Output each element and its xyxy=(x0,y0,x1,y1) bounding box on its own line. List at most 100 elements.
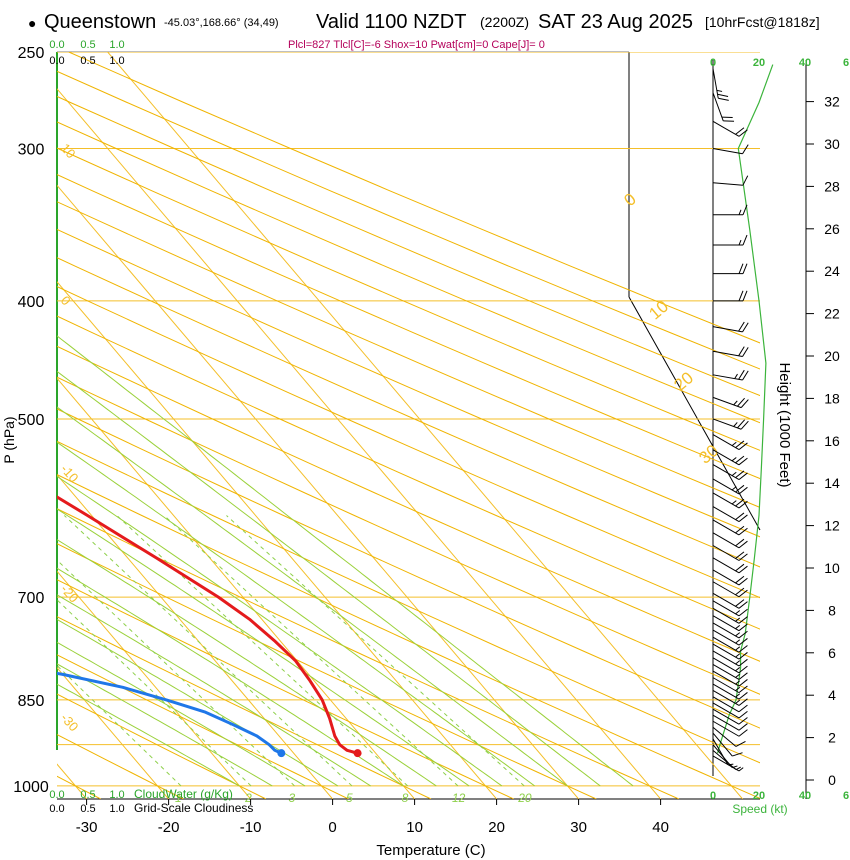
x-tick-label: 20 xyxy=(488,819,505,836)
wind-barb-staff xyxy=(712,600,740,617)
moist-adiabat-line xyxy=(57,641,306,787)
header-bullet: ● xyxy=(28,15,36,31)
speed-bottom-tick-label: 6 xyxy=(843,790,849,802)
wind-barb-feather xyxy=(742,234,748,246)
wind-barb-feather xyxy=(738,472,748,480)
wind-barb-feather xyxy=(735,484,745,493)
wind-barb-half-feather xyxy=(733,400,738,406)
moist-adiabat-line xyxy=(57,370,601,787)
wind-barb xyxy=(712,581,748,598)
header-forecast: [10hrFcst@1818z] xyxy=(705,14,820,30)
wind-barb xyxy=(712,592,748,609)
wind-barb-staff xyxy=(712,182,743,186)
height-tick-label: 30 xyxy=(824,136,840,152)
wind-barb-half-feather xyxy=(735,673,741,678)
dry-adiabat-line xyxy=(57,376,760,695)
y-tick-label: 400 xyxy=(18,294,45,311)
wind-barb-feather xyxy=(735,127,745,135)
wind-barb-half-feather xyxy=(735,693,741,698)
wind-barb-staff xyxy=(712,696,740,713)
cloudiness-label: Grid-Scale Cloudiness xyxy=(134,801,253,815)
wind-barb-feather xyxy=(738,665,748,674)
wind-barb-feather xyxy=(738,717,748,725)
dry-adiabat-line xyxy=(68,52,760,344)
wind-barb-staff xyxy=(712,449,740,466)
wind-barb-feather xyxy=(740,420,749,430)
wind-barb-feather xyxy=(738,321,745,332)
height-tick-label: 8 xyxy=(828,602,836,618)
dry-adiabat-line xyxy=(57,654,349,799)
wind-barb-half-feather xyxy=(735,660,741,665)
wind-barb-staff xyxy=(712,569,740,586)
wind-barb-feather xyxy=(738,652,748,660)
wind-barb-feather xyxy=(735,525,745,534)
y-tick-label: 250 xyxy=(18,45,45,62)
cloud-top-tick-label: 0.0 xyxy=(49,39,64,51)
mixing-ratio-line xyxy=(226,515,525,787)
wind-barb xyxy=(713,290,748,302)
wind-barb-staff xyxy=(712,545,740,561)
wind-barb-half-feather xyxy=(735,639,741,644)
wind-barb-staff xyxy=(712,478,740,495)
header-station: Queenstown xyxy=(44,11,156,33)
moist-adiabat-line xyxy=(57,594,371,787)
wind-barb-staff xyxy=(712,92,724,122)
wind-barb-staff xyxy=(712,670,740,687)
wind-barb-feather xyxy=(742,347,749,357)
height-tick-label: 12 xyxy=(824,518,840,534)
wind-barb-feather xyxy=(738,729,748,737)
wind-panel xyxy=(712,64,774,772)
wind-barb-half-feather xyxy=(735,667,741,672)
wind-barb-staff xyxy=(712,607,740,624)
chart-header: ● Queenstown -45.03°,168.66° (34,49) Val… xyxy=(28,11,820,51)
header-valid: Valid 1100 NZDT xyxy=(316,11,466,33)
cloudiness-bottom-tick-label: 0.0 xyxy=(49,803,64,815)
height-tick-label: 18 xyxy=(824,390,840,406)
height-tick-label: 26 xyxy=(824,221,840,237)
wind-barb-feather xyxy=(738,486,748,495)
wind-barb-feather xyxy=(738,514,748,522)
wind-barb-staff xyxy=(712,657,740,674)
wind-barb-half-feather xyxy=(735,766,741,771)
moist-adiabat-label: 20 xyxy=(670,368,697,395)
wind-barb-staff xyxy=(712,532,740,549)
wind-barb xyxy=(712,569,748,586)
speed-top-tick-label: 0 xyxy=(710,57,716,69)
height-tick-label: 4 xyxy=(828,687,836,703)
isotherm-label: -30 xyxy=(58,710,82,734)
wind-barb-staff xyxy=(712,374,743,381)
moist-adiabat-line xyxy=(57,618,339,787)
wind-barb-feather xyxy=(742,370,749,381)
wind-barb-half-feather xyxy=(738,767,744,772)
wind-barb-feather xyxy=(742,290,748,302)
mixing-ratio-line xyxy=(63,515,353,787)
wind-barb xyxy=(712,726,746,747)
wind-barb xyxy=(712,670,748,687)
height-tick-label: 10 xyxy=(824,560,840,576)
isotherm-line xyxy=(57,473,333,799)
isotherm-line xyxy=(57,377,415,799)
dry-adiabat-line xyxy=(57,95,760,397)
wind-barb-feather xyxy=(738,630,748,639)
wind-barb xyxy=(712,732,743,757)
wind-barb-staff xyxy=(712,708,740,725)
moist-adiabat-line xyxy=(57,663,273,787)
cloudwater-label: CloudWater (g/Kg) xyxy=(134,787,233,801)
height-tick-label: 22 xyxy=(824,306,840,322)
cloud-top-tick-label: 1.0 xyxy=(109,39,124,51)
wind-barb-feather xyxy=(738,685,748,694)
wind-barb xyxy=(712,545,748,561)
speed-top-tick-label: 6 xyxy=(843,57,849,69)
cloudiness-top-tick-label: 0.0 xyxy=(49,55,64,67)
speed-bottom-tick-label: 20 xyxy=(753,790,765,802)
dry-adiabat-line xyxy=(57,543,597,799)
wind-barb-feather xyxy=(738,540,748,549)
wind-barb xyxy=(712,321,749,333)
cloudiness-top-tick-label: 1.0 xyxy=(109,55,124,67)
mixing-ratio-label: 12 xyxy=(452,791,466,805)
wind-barb xyxy=(712,396,749,409)
wind-barb-staff xyxy=(712,683,740,700)
wind-barb-feather xyxy=(738,442,748,451)
wind-barb-half-feather xyxy=(735,699,741,704)
